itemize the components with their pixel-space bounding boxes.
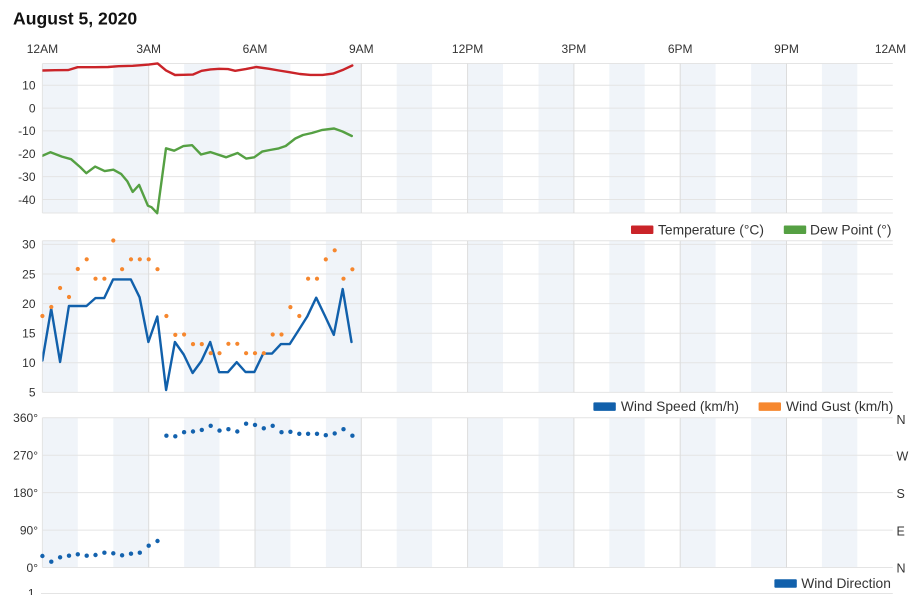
svg-text:Wind Gust (km/h): Wind Gust (km/h) <box>786 399 893 414</box>
svg-text:-40: -40 <box>18 193 36 207</box>
svg-text:Wind Direction: Wind Direction <box>801 576 891 591</box>
svg-text:E: E <box>897 524 905 538</box>
svg-text:3PM: 3PM <box>562 42 587 56</box>
svg-text:Wind Speed (km/h): Wind Speed (km/h) <box>621 399 739 414</box>
svg-text:-10: -10 <box>18 124 36 138</box>
svg-text:12AM: 12AM <box>27 42 58 56</box>
svg-text:August 5, 2020: August 5, 2020 <box>13 9 137 29</box>
svg-text:S: S <box>897 487 905 501</box>
svg-text:-30: -30 <box>18 170 36 184</box>
svg-text:9AM: 9AM <box>349 42 374 56</box>
svg-text:30: 30 <box>22 238 36 252</box>
svg-text:0: 0 <box>29 101 36 115</box>
svg-text:360°: 360° <box>13 411 38 425</box>
svg-text:12PM: 12PM <box>452 42 483 56</box>
svg-text:6PM: 6PM <box>668 42 693 56</box>
svg-text:180°: 180° <box>13 486 38 500</box>
svg-text:270°: 270° <box>13 449 38 463</box>
svg-text:10: 10 <box>22 356 36 370</box>
svg-text:W: W <box>897 450 909 464</box>
svg-text:9PM: 9PM <box>774 42 799 56</box>
svg-text:N: N <box>897 562 906 576</box>
svg-text:90°: 90° <box>20 523 38 537</box>
svg-text:6AM: 6AM <box>243 42 268 56</box>
svg-text:5: 5 <box>29 386 36 400</box>
svg-text:10: 10 <box>22 79 36 93</box>
svg-text:20: 20 <box>22 297 36 311</box>
svg-text:0°: 0° <box>27 561 39 575</box>
svg-text:-20: -20 <box>18 147 36 161</box>
svg-text:N: N <box>897 413 906 427</box>
svg-text:15: 15 <box>22 327 36 341</box>
svg-text:12AM: 12AM <box>875 42 906 56</box>
svg-text:25: 25 <box>22 267 36 281</box>
svg-text:1: 1 <box>28 586 35 595</box>
svg-text:3AM: 3AM <box>136 42 161 56</box>
svg-text:Dew Point (°): Dew Point (°) <box>810 222 891 237</box>
svg-text:Temperature (°C): Temperature (°C) <box>658 222 764 237</box>
